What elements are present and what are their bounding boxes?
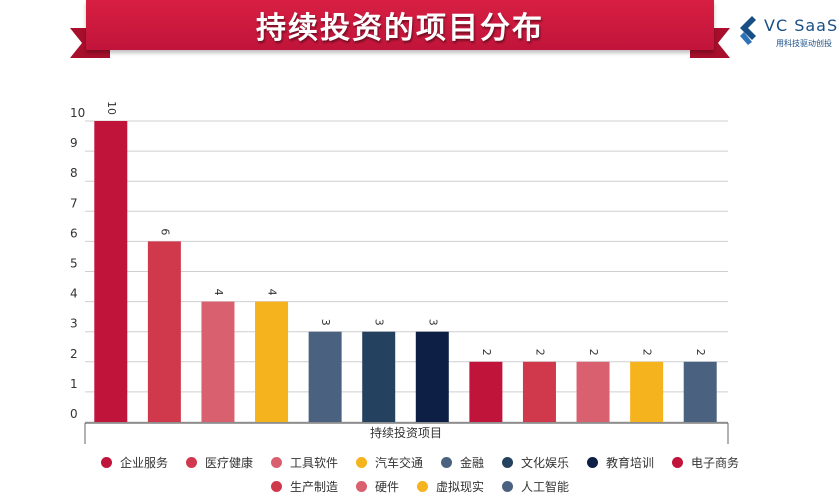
y-tick-label: 10 [70,106,85,120]
bar-data-label: 3 [319,319,332,326]
bar [576,361,610,422]
legend-item: 汽车交通 [355,454,423,471]
legend-label: 电子商务 [691,456,740,470]
bar [683,361,717,422]
y-tick-label: 2 [70,347,78,361]
bar [308,331,342,422]
legend-item: 医疗健康 [185,454,253,471]
bar [469,361,503,422]
logo-mark-icon [740,16,756,45]
bar-data-label: 4 [266,289,279,296]
legend-label: 工具软件 [289,456,338,470]
bar [201,301,235,422]
bar-data-label: 10 [105,101,118,115]
legend-swatch [270,481,282,492]
bar [630,361,664,422]
y-tick-label: 0 [70,407,78,421]
logo-tagline: 用科技驱动创投 [776,39,832,48]
vc-saas-logo: VC SaaS 用科技驱动创投 [734,12,837,52]
legend-item: 人工智能 [502,478,569,495]
bar [362,331,396,422]
legend-item: 教育培训 [587,454,654,471]
legend-label: 汽车交通 [374,456,423,470]
legend-swatch [417,481,428,492]
page-title: 持续投资的项目分布 [256,11,544,46]
legend-item: 虚拟现实 [417,478,484,495]
legend-swatch [270,457,282,468]
bar-data-label: 2 [587,349,600,356]
legend-item: 企业服务 [100,454,168,471]
legend-label: 硬件 [374,480,399,494]
legend-swatch [185,457,197,468]
bar [522,361,556,422]
legend-row-1: 企业服务 医疗健康 工具软件 汽车交通 金融 文化娱乐 教育培训 电子商务 [0,454,840,471]
y-tick-label: 9 [70,136,78,150]
legend-label: 人工智能 [521,480,570,494]
banner-body: 持续投资的项目分布 [86,0,714,50]
legend-swatch [672,457,684,468]
legend-swatch [355,457,367,468]
legend-label: 虚拟现实 [436,480,485,494]
legend-swatch [355,481,367,492]
logo-name: VC SaaS [764,16,839,35]
legend-item: 电子商务 [672,454,739,471]
bar-data-label: 2 [533,349,546,356]
y-tick-label: 7 [70,196,78,210]
legend-item: 文化娱乐 [502,454,569,471]
legend-label: 文化娱乐 [521,456,570,470]
y-tick-label: 5 [70,257,78,271]
y-tick-label: 6 [70,226,78,240]
bar-data-label: 2 [480,349,493,356]
legend-label: 生产制造 [289,480,338,494]
bar [255,301,289,422]
legend-row-2: 生产制造 硬件 虚拟现实 人工智能 [0,478,840,495]
bar-data-label: 3 [373,319,386,326]
y-tick-label: 8 [70,166,78,180]
y-tick-label: 3 [70,317,78,331]
legend-label: 医疗健康 [204,456,253,470]
legend-swatch [587,457,599,468]
bar-data-label: 6 [158,228,171,235]
legend-item: 生产制造 [270,478,338,495]
legend-label: 教育培训 [606,456,655,470]
legend-item: 硬件 [355,478,399,495]
legend-label: 企业服务 [119,456,168,470]
legend-label: 金融 [460,456,485,470]
legend-swatch [441,457,452,468]
bar [147,241,181,422]
y-tick-label: 1 [70,377,78,391]
legend-item: 工具软件 [270,454,338,471]
bar-data-label: 4 [212,289,225,296]
bar-data-label: 3 [426,319,439,326]
legend-swatch [100,457,112,468]
bar-data-label: 2 [694,349,707,356]
x-axis-label: 持续投资项目 [370,425,442,440]
legend-swatch [502,457,514,468]
bar [415,331,449,422]
legend-swatch [502,481,514,492]
bar-data-label: 2 [641,349,654,356]
y-tick-label: 4 [70,287,78,301]
bar [94,121,128,422]
legend-item: 金融 [441,454,484,471]
title-banner: 持续投资的项目分布 [70,0,730,60]
